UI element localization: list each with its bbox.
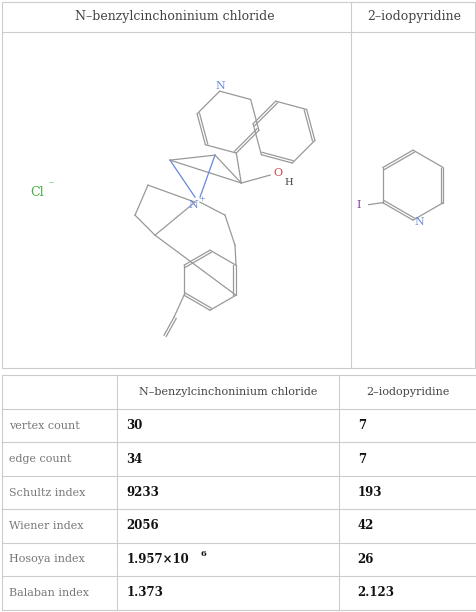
Text: 6: 6 [200,550,206,558]
Text: Balaban index: Balaban index [9,588,89,598]
Text: vertex count: vertex count [9,420,79,431]
Text: edge count: edge count [9,454,71,464]
Text: N–benzylcinchoninium chloride: N–benzylcinchoninium chloride [75,10,275,23]
Text: 2–iodopyridine: 2–iodopyridine [366,10,460,23]
Text: Hosoya index: Hosoya index [9,554,84,564]
Text: Schultz index: Schultz index [9,488,85,498]
Text: 2–iodopyridine: 2–iodopyridine [366,387,448,397]
Text: N: N [216,81,225,91]
Text: 30: 30 [126,419,142,432]
Text: 7: 7 [357,453,365,466]
Text: Cl: Cl [30,185,43,199]
Text: 9233: 9233 [126,486,159,499]
Text: 1.373: 1.373 [126,586,163,599]
Text: 193: 193 [357,486,381,499]
Text: 26: 26 [357,553,373,566]
Text: N–benzylcinchoninium chloride: N–benzylcinchoninium chloride [139,387,316,397]
Text: 2.123: 2.123 [357,586,394,599]
Text: Wiener index: Wiener index [9,521,83,531]
Text: 2056: 2056 [126,520,159,532]
Text: +: + [198,195,205,203]
Text: N: N [188,200,198,210]
Text: H: H [283,177,292,187]
Text: N: N [413,217,423,227]
Text: 34: 34 [126,453,142,466]
Text: 1.957×10: 1.957×10 [126,553,189,566]
Text: 7: 7 [357,419,365,432]
Text: I: I [356,200,360,210]
Text: O: O [273,168,282,178]
Text: 42: 42 [357,520,373,532]
Text: ⁻: ⁻ [49,180,53,190]
